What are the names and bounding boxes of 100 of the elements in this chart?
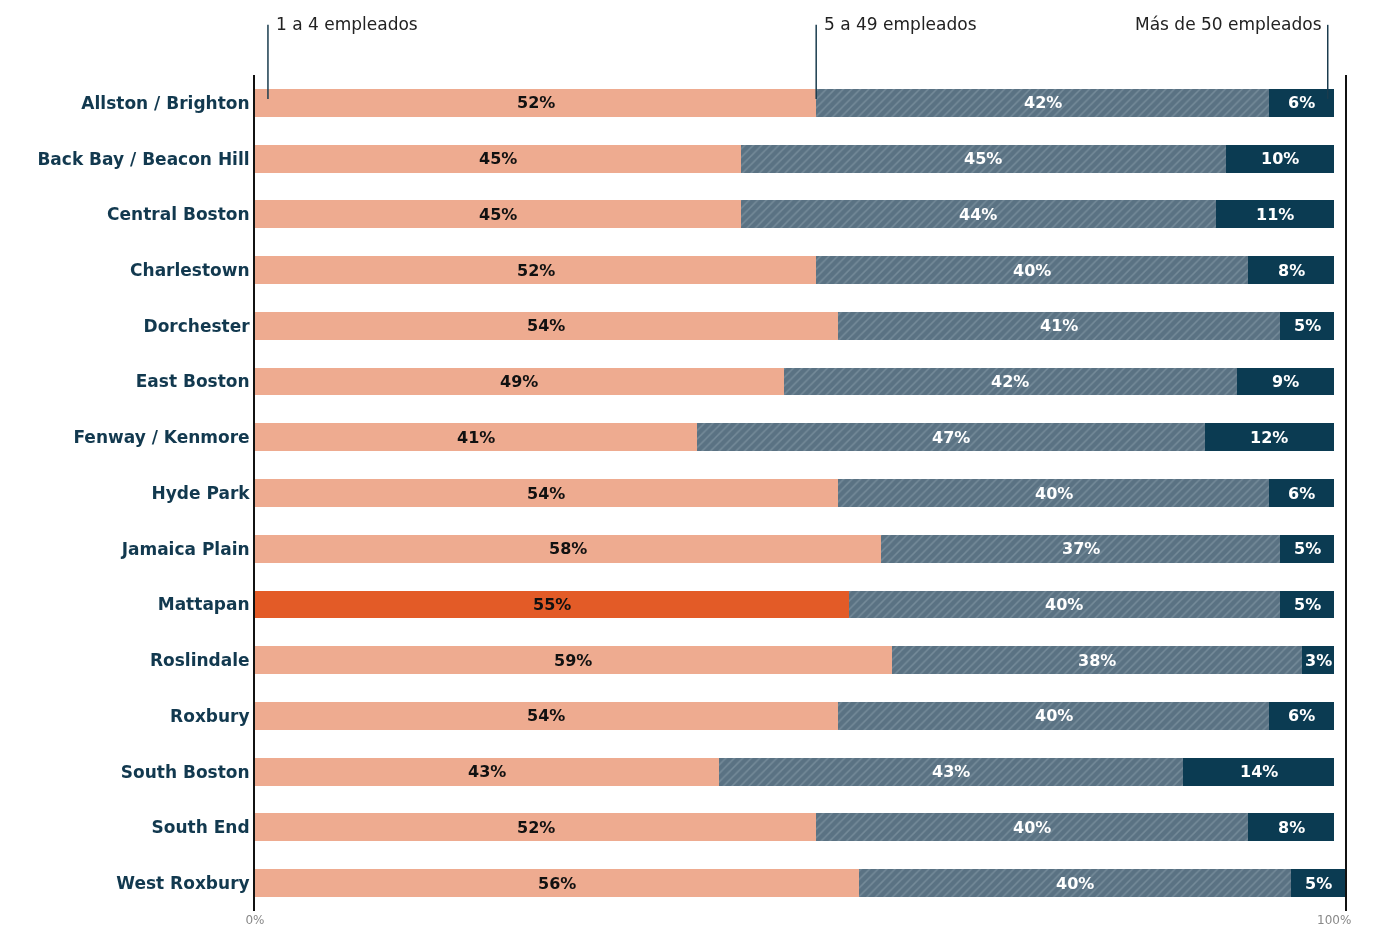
- bar: [255, 423, 698, 452]
- x-tick-label: 100%: [1317, 913, 1352, 927]
- data-label: 37%: [1062, 539, 1101, 558]
- data-label: 43%: [932, 762, 971, 781]
- y-tick-label: South Boston: [120, 761, 250, 782]
- data-label: 45%: [479, 149, 518, 168]
- data-label: 5%: [1294, 539, 1322, 558]
- bar: [837, 311, 1281, 340]
- data-label: 6%: [1288, 706, 1316, 725]
- bar: [816, 256, 1248, 284]
- bar: [837, 702, 1270, 730]
- data-label: 52%: [517, 818, 556, 837]
- data-label: 5%: [1294, 316, 1322, 335]
- data-label: 59%: [554, 651, 593, 670]
- bar: [816, 88, 1270, 117]
- data-label: 55%: [533, 595, 572, 614]
- data-label: 12%: [1250, 428, 1289, 447]
- data-label: 5%: [1294, 595, 1322, 614]
- data-label: 40%: [1056, 874, 1095, 893]
- bar: [255, 367, 784, 396]
- y-tick-label: West Roxbury: [116, 873, 250, 894]
- bar: [255, 256, 817, 284]
- bar: [255, 144, 741, 173]
- bar: [255, 702, 838, 730]
- bar: [880, 534, 1281, 563]
- data-label: 41%: [1040, 316, 1079, 335]
- bar: [837, 479, 1270, 507]
- data-label: 42%: [991, 372, 1030, 391]
- bar: [1247, 813, 1335, 842]
- bar: [697, 423, 1205, 452]
- bar: [719, 757, 1184, 786]
- bar: [255, 311, 838, 340]
- y-tick-label: Hyde Park: [151, 482, 251, 503]
- data-label: 5%: [1305, 874, 1333, 893]
- data-label: 52%: [517, 261, 556, 280]
- text: Más de 50 empleados: [1135, 14, 1322, 34]
- bar: [255, 813, 817, 842]
- data-label: 56%: [538, 874, 577, 893]
- bar: [1183, 757, 1335, 786]
- bar: [255, 200, 741, 229]
- data-label: 14%: [1240, 762, 1279, 781]
- y-tick-label: Roxbury: [170, 705, 250, 726]
- y-tick-label: Mattapan: [157, 594, 250, 615]
- y-tick-label: Jamaica Plain: [120, 538, 250, 559]
- y-tick-label: South End: [151, 817, 250, 838]
- text: 5 a 49 empleados: [824, 14, 977, 34]
- bar: [255, 646, 892, 675]
- data-label: 42%: [1024, 93, 1063, 112]
- y-tick-label: Fenway / Kenmore: [73, 427, 250, 448]
- data-label: 8%: [1278, 818, 1306, 837]
- data-label: 40%: [1013, 818, 1052, 837]
- bar: [255, 479, 838, 507]
- bar: [1215, 200, 1335, 229]
- data-label: 38%: [1078, 651, 1117, 670]
- bar: [816, 813, 1248, 842]
- y-tick-label: Dorchester: [143, 315, 251, 336]
- data-label: 47%: [932, 428, 971, 447]
- data-label: 3%: [1305, 651, 1333, 670]
- data-label: 54%: [527, 706, 566, 725]
- data-label: 6%: [1288, 484, 1316, 503]
- data-label: 54%: [527, 316, 566, 335]
- data-label: 9%: [1272, 372, 1300, 391]
- bar: [848, 590, 1281, 619]
- bar: [255, 869, 860, 898]
- data-label: 43%: [468, 762, 507, 781]
- bar: [740, 200, 1216, 229]
- bar: [255, 534, 881, 563]
- bar: [783, 367, 1238, 396]
- y-tick-label: Central Boston: [107, 204, 250, 225]
- bar: [255, 757, 720, 786]
- data-label: 58%: [549, 539, 588, 558]
- y-tick-label: East Boston: [135, 371, 250, 392]
- x-tick-label: 0%: [245, 913, 265, 927]
- data-label: 44%: [959, 205, 998, 224]
- data-label: 40%: [1035, 706, 1074, 725]
- y-tick-label: Charlestown: [130, 260, 250, 281]
- data-label: 40%: [1013, 261, 1052, 280]
- text: 1 a 4 empleados: [276, 14, 418, 34]
- bar: [255, 88, 817, 117]
- data-label: 54%: [527, 484, 566, 503]
- bar: [740, 144, 1227, 173]
- y-tick-label: Allston / Brighton: [81, 92, 250, 113]
- bar: [859, 869, 1292, 898]
- y-tick-label: Roslindale: [149, 650, 250, 671]
- data-label: 10%: [1261, 149, 1300, 168]
- bar: [1226, 144, 1335, 173]
- y-tick-label: Back Bay / Beacon Hill: [37, 148, 250, 169]
- data-label: 45%: [479, 205, 518, 224]
- data-label: 11%: [1256, 205, 1295, 224]
- data-label: 45%: [964, 149, 1003, 168]
- data-label: 6%: [1288, 93, 1316, 112]
- data-label: 40%: [1035, 484, 1074, 503]
- data-label: 41%: [457, 428, 496, 447]
- bar: [255, 590, 849, 619]
- bar: [1204, 423, 1335, 452]
- data-label: 40%: [1045, 595, 1084, 614]
- bar: [891, 646, 1302, 675]
- data-label: 49%: [500, 372, 539, 391]
- data-label: 52%: [517, 93, 556, 112]
- bar: [1247, 256, 1335, 284]
